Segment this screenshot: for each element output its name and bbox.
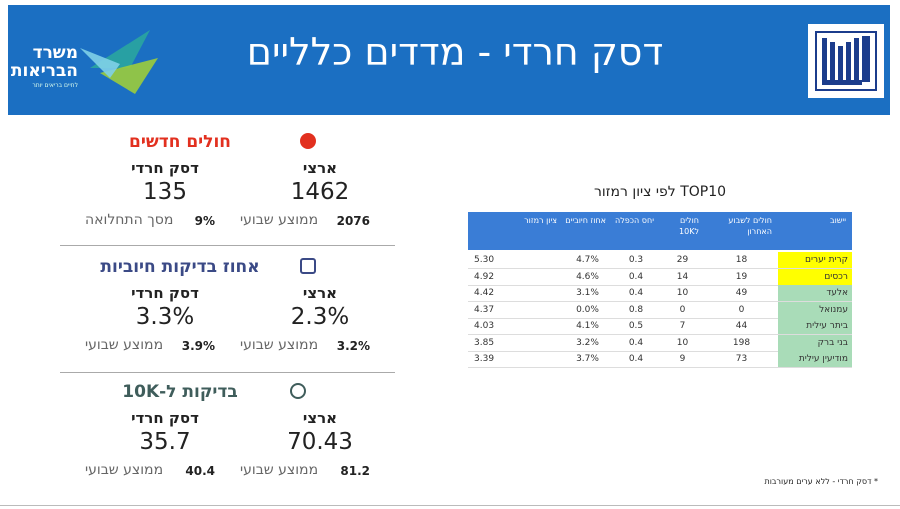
town-cell: בני ברק	[778, 334, 852, 351]
table-cell: 9	[679, 354, 686, 364]
table-cell: 5.30	[474, 255, 495, 265]
table-cell: 0.8	[628, 304, 644, 315]
sub-label: ממוצע שבועי	[85, 337, 164, 353]
table-cell: 0	[679, 304, 686, 315]
section-title: חולים חדשים	[129, 132, 231, 152]
table-cell: 3.39	[474, 354, 495, 364]
table-cell: 4.1%	[576, 321, 599, 331]
logo-graphic	[80, 30, 158, 94]
column-label: ארצי	[302, 409, 338, 427]
table-header-bg	[468, 212, 852, 250]
column-header: יחס הכפלה	[615, 216, 654, 225]
table-cell: 4.6%	[576, 271, 599, 282]
column-header: חולים לשבוע האחרון	[728, 216, 772, 236]
column-label: דסק חרדי	[131, 159, 199, 177]
town-cell: אלעד	[778, 285, 852, 301]
kpi-value: 135	[143, 179, 187, 205]
table-cell: 0.4	[628, 288, 644, 298]
kpi-value: 3.3%	[135, 304, 195, 330]
logo-slogan: לחיים בריאים יותר	[32, 82, 78, 89]
table-cell: 29	[676, 255, 689, 265]
section-icon	[300, 133, 316, 149]
column-header: ציון רמזור	[524, 216, 557, 225]
sub-value: 2076	[336, 214, 370, 228]
sub-label: מסך התחלואה	[85, 212, 174, 228]
kpi-value: 35.7	[139, 429, 191, 455]
table-cell: 0.3	[628, 255, 644, 265]
table-cell: 0.5	[628, 321, 644, 331]
emblem-box	[808, 24, 884, 98]
column-label: ארצי	[302, 159, 338, 177]
kpi-value: 2.3%	[290, 304, 350, 330]
table-cell: 10	[676, 288, 689, 298]
table-cell: 4.7%	[576, 255, 599, 265]
section-title: בדיקות ל-10K	[122, 382, 238, 402]
table-cell: 4.42	[474, 288, 495, 298]
section-icon	[300, 258, 316, 274]
sub-value: 9%	[194, 214, 215, 228]
divider	[60, 372, 395, 373]
table-cell: 49	[735, 288, 748, 298]
footnote: * דסק חרדי - ללא ערים מעורבות	[764, 477, 878, 486]
town-cell: עמנואל	[778, 301, 852, 318]
column-label: דסק חרדי	[131, 409, 199, 427]
column-header: אחוז חיוביים	[565, 216, 606, 225]
table-cell: 10	[676, 337, 689, 348]
emblem	[815, 31, 877, 91]
divider	[60, 245, 395, 246]
sub-label: ממוצע שבועי	[85, 462, 164, 478]
table-row-rule	[468, 350, 852, 352]
table-row-rule	[468, 268, 852, 269]
section-icon	[290, 383, 306, 399]
table-cell: 3.7%	[576, 354, 599, 364]
table-cell: 73	[735, 354, 748, 364]
table-cell: 19	[735, 271, 748, 282]
table-row-rule	[468, 317, 852, 319]
page-title: דסק חרדי - מדדים כלליים	[246, 30, 664, 74]
table-row-rule	[468, 334, 852, 335]
town-cell: רכסים	[778, 268, 852, 285]
town-cell: מודיעין עילית	[778, 351, 852, 367]
table-cell: 7	[679, 321, 686, 331]
sub-value: 3.9%	[181, 339, 215, 353]
table-cell: 18	[735, 255, 748, 265]
column-label: דסק חרדי	[131, 284, 199, 302]
sub-label: ממוצע שבועי	[240, 212, 319, 228]
table-cell: 0.4	[628, 354, 644, 364]
table-cell: 0.0%	[576, 304, 599, 315]
column-header: יישוב	[829, 216, 846, 225]
kpi-value: 70.43	[287, 429, 353, 455]
town-cell: קרית יערים	[778, 252, 852, 268]
table-cell: 4.03	[474, 321, 495, 331]
table-row-rule	[468, 367, 852, 368]
sub-value: 40.4	[185, 464, 215, 478]
table-cell: 4.37	[474, 304, 495, 315]
logo-name: משרד הבריאות	[10, 43, 78, 81]
sub-label: ממוצע שבועי	[240, 462, 319, 478]
sub-value: 81.2	[340, 464, 370, 478]
column-header: חולים ל10K	[679, 216, 699, 236]
table-cell: 0	[738, 304, 745, 315]
table-row-rule	[468, 301, 852, 302]
table-cell: 3.1%	[576, 288, 599, 298]
section-title: אחוז בדיקות חיוביות	[100, 257, 260, 277]
table-cell: 44	[735, 321, 748, 331]
table-title: TOP10 לפי ציון רמזור	[593, 184, 727, 200]
table-cell: 3.2%	[576, 337, 599, 348]
table-cell: 4.92	[474, 271, 495, 282]
table-cell: 14	[676, 271, 689, 282]
sub-value: 3.2%	[336, 339, 370, 353]
table-row-rule	[468, 284, 852, 286]
table-cell: 0.4	[628, 271, 644, 282]
town-cell: ביתר עילית	[778, 318, 852, 334]
sub-label: ממוצע שבועי	[240, 337, 319, 353]
table-cell: 0.4	[628, 337, 644, 348]
bottom-rule	[0, 505, 900, 506]
table-cell: 198	[732, 337, 751, 348]
table-cell: 3.85	[474, 337, 495, 348]
column-label: ארצי	[302, 284, 338, 302]
kpi-value: 1462	[290, 179, 350, 205]
